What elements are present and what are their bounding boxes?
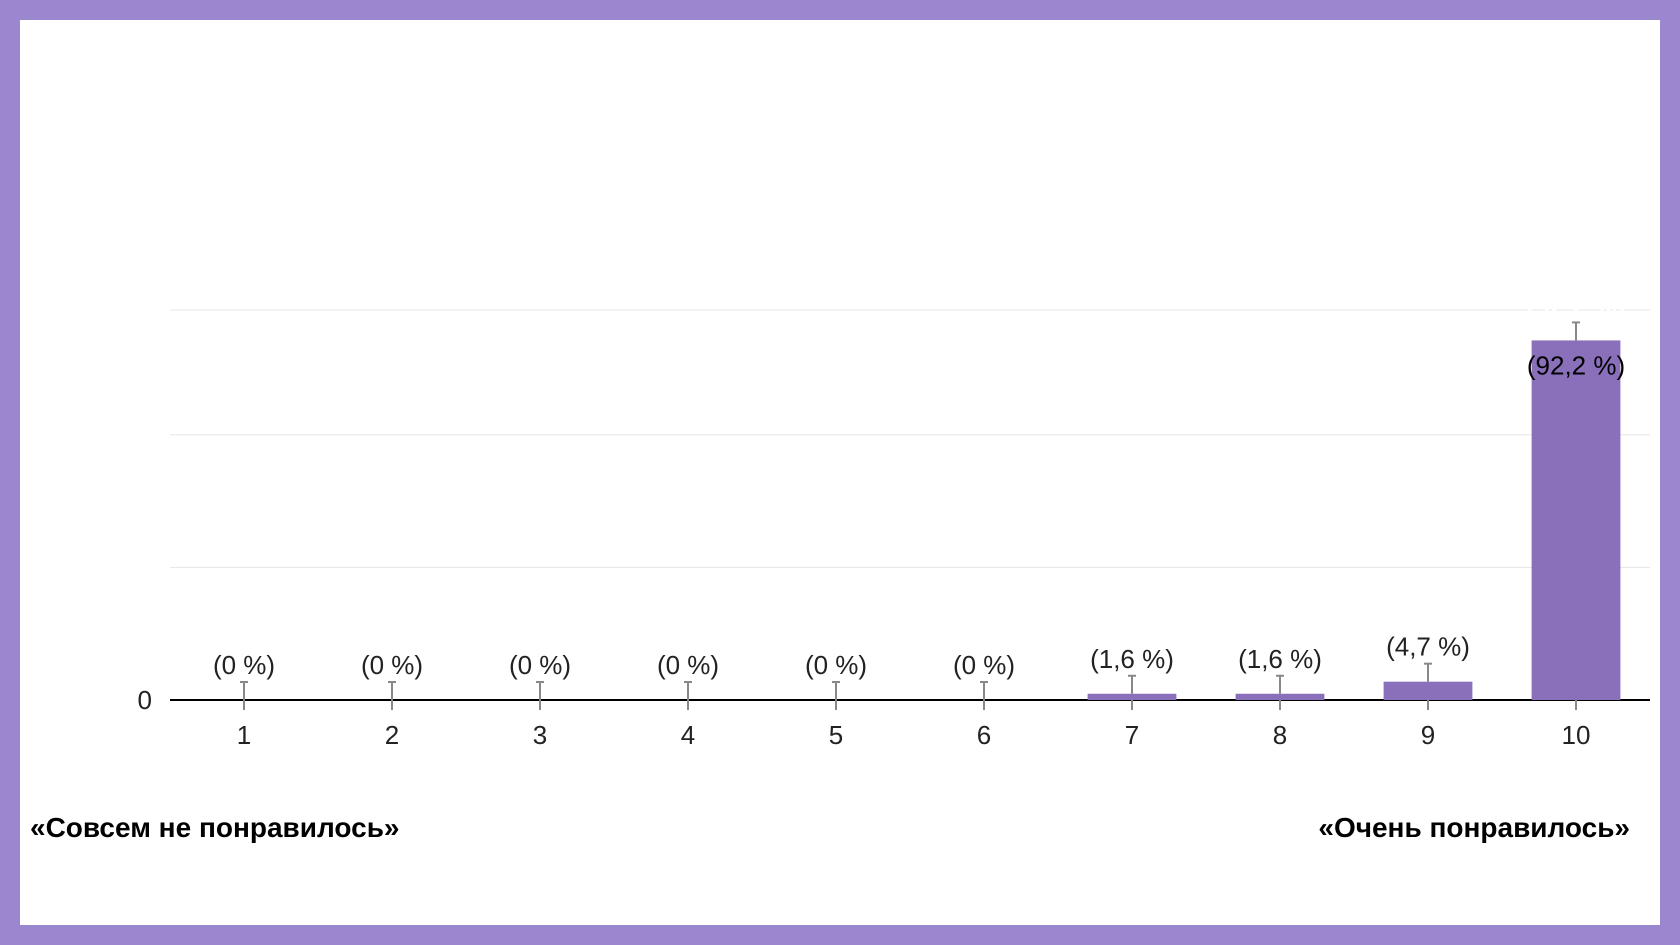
x-tick-label-3: 3 (533, 720, 547, 750)
bar-value-label-5: (0 %) (805, 650, 867, 680)
x-tick-label-1: 1 (237, 720, 251, 750)
bar-value-label-6: (0 %) (953, 650, 1015, 680)
bar-value-label-10: (92,2 %) (1527, 290, 1625, 320)
x-tick-label-4: 4 (681, 720, 695, 750)
bar-value-label-8: (1,6 %) (1238, 644, 1322, 674)
bar-9 (1384, 682, 1473, 700)
x-tick-label-2: 2 (385, 720, 399, 750)
x-tick-label-7: 7 (1125, 720, 1139, 750)
x-tick-label-9: 9 (1421, 720, 1435, 750)
x-tick-label-5: 5 (829, 720, 843, 750)
bar-value-label-9: (4,7 %) (1386, 632, 1470, 662)
y-axis-zero-label: 0 (138, 685, 152, 715)
slide-inner: 0 (0 %) 1 (0 %) 2 (0 %) 3 (0 %) 4 (0 %) 5 (0 %) 6 (1,… (20, 20, 1660, 925)
rating-bar-chart: 0 (0 %) 1 (0 %) 2 (0 %) 3 (0 %) 4 (0 %) 5 (0 %) 6 (1,… (20, 20, 1660, 925)
x-tick-label-8: 8 (1273, 720, 1287, 750)
bar-value-label-7: (1,6 %) (1090, 644, 1174, 674)
scale-anchor-right: «Очень понравилось» (1318, 812, 1630, 844)
bar-8 (1236, 694, 1325, 700)
x-tick-label-10: 10 (1562, 720, 1591, 750)
bar-value-label-1: (0 %) (213, 650, 275, 680)
bar-value-label-10-overlay: (92,2 %) (1527, 350, 1625, 380)
bar-value-label-3: (0 %) (509, 650, 571, 680)
bar-7 (1088, 694, 1177, 700)
bar-value-label-4: (0 %) (657, 650, 719, 680)
slide-frame: 0 (0 %) 1 (0 %) 2 (0 %) 3 (0 %) 4 (0 %) 5 (0 %) 6 (1,… (0, 0, 1680, 945)
scale-anchor-left: «Совсем не понравилось» (30, 812, 399, 844)
bar-10 (1532, 340, 1621, 700)
x-tick-label-6: 6 (977, 720, 991, 750)
bar-value-label-2: (0 %) (361, 650, 423, 680)
